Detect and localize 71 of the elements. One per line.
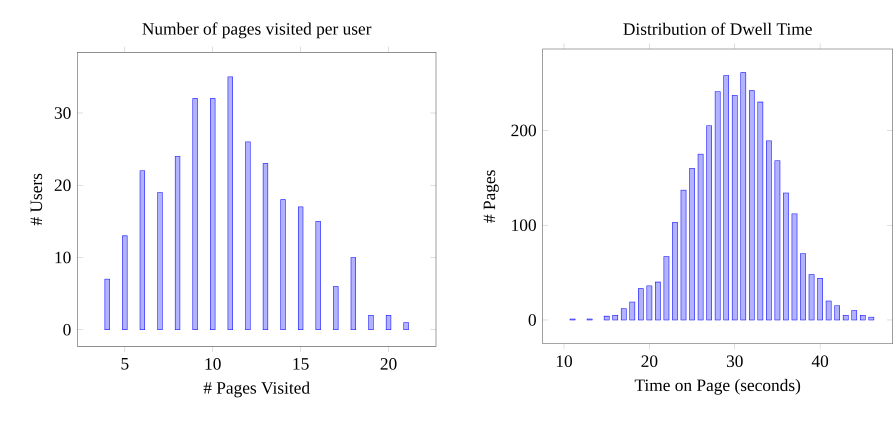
bar bbox=[333, 286, 338, 330]
bar bbox=[826, 300, 832, 320]
bar bbox=[612, 314, 618, 320]
bar bbox=[834, 305, 840, 320]
bar bbox=[868, 316, 874, 320]
bar bbox=[604, 316, 610, 320]
bar bbox=[157, 192, 163, 330]
bar bbox=[706, 125, 712, 320]
y-tick-label: 0 bbox=[63, 324, 71, 336]
y-tick-label: 10 bbox=[55, 252, 71, 264]
bar bbox=[192, 98, 198, 330]
x-axis-title: # Pages Visited bbox=[204, 382, 310, 398]
bar bbox=[262, 163, 268, 330]
x-tick-label: 10 bbox=[556, 355, 572, 368]
bar bbox=[758, 102, 764, 320]
bar bbox=[210, 98, 216, 330]
bar bbox=[280, 199, 286, 330]
bar bbox=[655, 282, 661, 320]
bar bbox=[174, 156, 180, 330]
bar bbox=[368, 314, 374, 330]
chart-title: Distribution of Dwell Time bbox=[623, 22, 812, 35]
bar bbox=[792, 214, 798, 320]
bar bbox=[740, 72, 746, 320]
x-tick-label: 20 bbox=[380, 358, 397, 370]
bar bbox=[638, 288, 644, 320]
bar bbox=[748, 90, 755, 320]
bar bbox=[774, 160, 780, 320]
bar bbox=[664, 256, 670, 320]
bar bbox=[766, 140, 772, 320]
bar bbox=[646, 286, 652, 320]
y-tick-label: 200 bbox=[511, 124, 536, 136]
x-tick-label: 10 bbox=[206, 358, 221, 370]
bar bbox=[723, 75, 730, 320]
bar bbox=[403, 322, 409, 330]
bar bbox=[620, 308, 627, 320]
bar bbox=[298, 206, 304, 330]
bar bbox=[104, 278, 110, 330]
x-axis-title: Time on Page (seconds) bbox=[634, 378, 800, 395]
bar bbox=[386, 314, 392, 330]
y-tick-label: 100 bbox=[512, 219, 536, 232]
bar bbox=[800, 253, 806, 320]
bar bbox=[680, 190, 686, 320]
bar bbox=[245, 142, 251, 330]
bar bbox=[783, 192, 789, 320]
x-tick-label: 5 bbox=[121, 358, 128, 370]
bar bbox=[629, 302, 636, 320]
bar bbox=[698, 154, 704, 320]
bar bbox=[714, 91, 720, 320]
x-tick-label: 30 bbox=[726, 355, 743, 368]
bar bbox=[122, 236, 128, 330]
bar bbox=[851, 310, 858, 320]
bar bbox=[732, 95, 738, 320]
bar bbox=[672, 222, 678, 320]
y-axis-title: # Pages bbox=[484, 170, 499, 223]
y-tick-label: 0 bbox=[528, 314, 536, 326]
bar bbox=[140, 170, 146, 330]
y-axis-title: # Users bbox=[30, 174, 42, 226]
bar bbox=[689, 168, 695, 320]
x-tick-label: 15 bbox=[293, 358, 309, 370]
chart-title: Number of pages visited per user bbox=[142, 22, 372, 38]
x-tick-label: 20 bbox=[641, 355, 658, 368]
x-tick-label: 40 bbox=[812, 355, 828, 368]
bar bbox=[860, 314, 866, 320]
bar bbox=[817, 278, 823, 320]
bar bbox=[842, 314, 849, 320]
y-tick-label: 30 bbox=[54, 107, 71, 119]
y-tick-label: 20 bbox=[54, 179, 71, 192]
bar bbox=[316, 221, 321, 330]
bar bbox=[808, 274, 814, 320]
bar bbox=[350, 257, 356, 330]
bar bbox=[228, 76, 233, 330]
